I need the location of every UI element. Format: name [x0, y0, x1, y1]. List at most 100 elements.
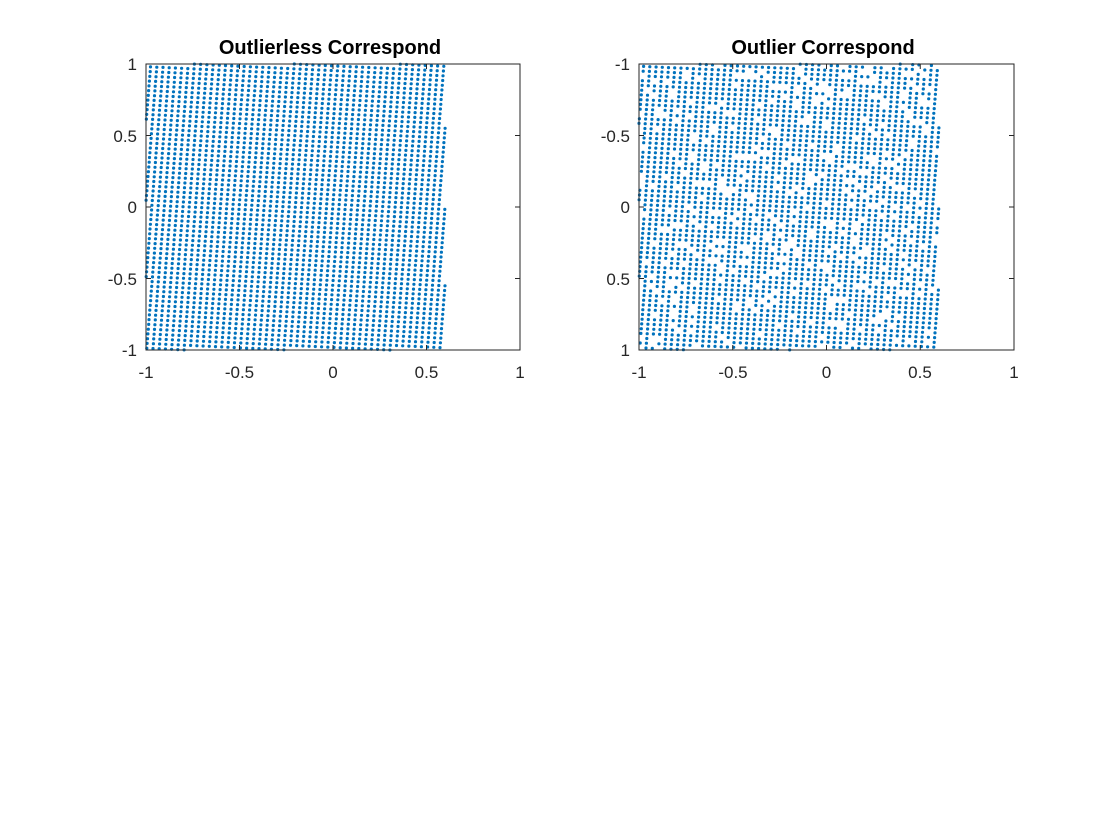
scatter-point — [763, 108, 767, 112]
scatter-point — [312, 206, 316, 210]
scatter-point — [438, 341, 442, 345]
scatter-point — [298, 148, 302, 152]
scatter-point — [277, 333, 281, 337]
scatter-point — [407, 191, 411, 195]
scatter-point — [258, 337, 262, 341]
scatter-point — [679, 66, 683, 70]
subplot-outlier: Outlier Correspond -1 -0.5 0 0.5 1 -1 -0… — [601, 37, 1019, 382]
scatter-point — [744, 112, 748, 116]
scatter-point — [697, 153, 701, 157]
scatter-point — [646, 327, 650, 331]
scatter-point — [421, 240, 426, 244]
scatter-point — [720, 259, 724, 263]
scatter-point — [324, 211, 328, 215]
scatter-point — [345, 255, 349, 259]
scatter-point — [429, 145, 433, 149]
scatter-point — [437, 274, 442, 278]
scatter-point — [443, 126, 447, 130]
scatter-point — [355, 289, 359, 293]
y-tick-label: -0.5 — [601, 127, 630, 146]
scatter-point — [149, 136, 153, 140]
scatter-point — [825, 278, 829, 282]
scatter-point — [223, 145, 227, 149]
scatter-point — [822, 316, 826, 320]
scatter-point — [724, 211, 728, 215]
scatter-point — [204, 225, 208, 229]
scatter-point — [841, 145, 846, 149]
scatter-point — [776, 180, 780, 184]
scatter-point — [290, 91, 294, 95]
scatter-point — [270, 185, 274, 189]
scatter-point — [674, 128, 678, 132]
scatter-point — [152, 179, 156, 184]
scatter-point — [754, 227, 758, 231]
scatter-point — [309, 239, 313, 243]
scatter-point — [153, 242, 157, 246]
scatter-point — [764, 180, 768, 184]
scatter-point — [296, 248, 300, 252]
scatter-point — [644, 189, 648, 193]
scatter-point — [413, 344, 417, 348]
scatter-point — [223, 297, 228, 301]
scatter-point — [379, 147, 383, 151]
scatter-point — [742, 298, 746, 302]
scatter-point — [348, 303, 352, 307]
scatter-point — [223, 64, 228, 68]
scatter-point — [166, 314, 170, 318]
scatter-point — [377, 247, 381, 251]
scatter-point — [666, 151, 670, 155]
scatter-point — [411, 134, 415, 138]
scatter-point — [877, 166, 882, 170]
scatter-point — [833, 173, 837, 178]
scatter-point — [149, 141, 153, 145]
scatter-point — [317, 139, 321, 144]
scatter-point — [303, 163, 307, 167]
scatter-point — [759, 318, 763, 322]
scatter-point — [363, 113, 367, 117]
scatter-point — [386, 143, 390, 147]
scatter-point — [275, 271, 280, 275]
scatter-point — [769, 194, 773, 198]
scatter-point — [679, 147, 683, 151]
scatter-point — [671, 319, 675, 323]
scatter-point — [326, 111, 330, 115]
scatter-point — [376, 190, 380, 194]
scatter-point — [843, 121, 848, 126]
scatter-point — [802, 172, 806, 176]
scatter-point — [165, 323, 169, 327]
scatter-point — [313, 197, 317, 201]
scatter-point — [737, 283, 741, 288]
scatter-point — [176, 266, 180, 271]
scatter-point — [260, 75, 264, 79]
scatter-point — [329, 226, 333, 230]
scatter-point — [398, 143, 402, 147]
scatter-point — [719, 111, 723, 115]
scatter-point — [231, 126, 235, 130]
scatter-point — [328, 154, 333, 158]
scatter-point — [147, 313, 151, 317]
scatter-point — [373, 142, 377, 146]
scatter-point — [382, 190, 386, 194]
scatter-point — [848, 303, 852, 307]
scatter-point — [162, 290, 166, 294]
scatter-point — [193, 215, 197, 219]
scatter-point — [410, 225, 414, 229]
scatter-point — [206, 277, 210, 282]
scatter-point — [325, 273, 329, 278]
scatter-point — [745, 103, 749, 107]
scatter-point — [815, 325, 819, 329]
scatter-point — [245, 107, 249, 112]
y-tick-label: 1 — [128, 55, 137, 74]
scatter-point — [405, 291, 409, 296]
scatter-point — [747, 79, 751, 83]
scatter-point — [871, 328, 875, 332]
scatter-point — [795, 95, 800, 99]
scatter-point — [208, 106, 212, 110]
scatter-point — [284, 248, 288, 252]
scatter-point — [823, 68, 827, 72]
scatter-point — [382, 109, 386, 113]
scatter-point — [790, 81, 795, 85]
scatter-point — [686, 295, 690, 300]
scatter-point — [167, 304, 171, 308]
scatter-point — [346, 322, 350, 326]
